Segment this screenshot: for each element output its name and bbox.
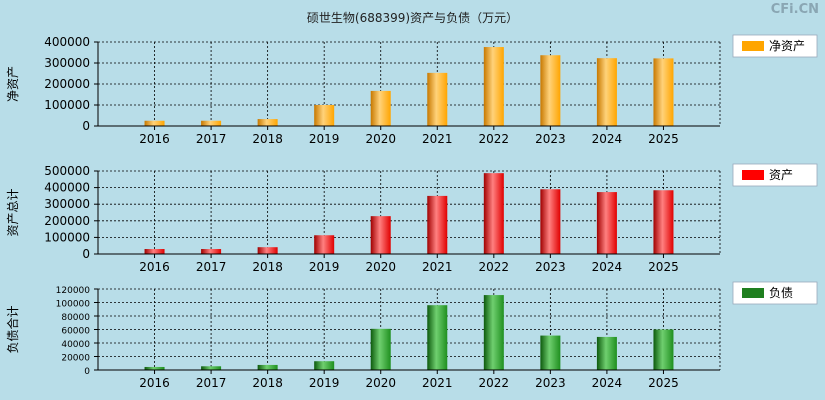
x-tick-label: 2022 xyxy=(479,132,510,146)
bar-2019 xyxy=(314,235,335,254)
bar-2021 xyxy=(427,305,448,370)
bar-2024 xyxy=(596,336,617,370)
bar-2017 xyxy=(201,249,222,254)
y-tick-label: 300000 xyxy=(44,56,90,70)
bar-2020 xyxy=(370,216,391,254)
bar-2017 xyxy=(201,120,222,126)
legend-label: 净资产 xyxy=(769,39,805,53)
x-tick-label: 2022 xyxy=(479,260,510,274)
x-tick-label: 2020 xyxy=(365,132,396,146)
x-tick-label: 2024 xyxy=(592,376,623,390)
x-tick-label: 2025 xyxy=(648,132,679,146)
x-tick-label: 2019 xyxy=(309,132,340,146)
legend-box xyxy=(732,34,818,58)
y-tick-label: 80000 xyxy=(61,313,90,323)
bar-2018 xyxy=(257,364,278,370)
bar-2022 xyxy=(483,47,504,126)
chart-title: 硕世生物(688399)资产与负债（万元） xyxy=(306,11,519,25)
bar-2022 xyxy=(483,295,504,370)
bar-2018 xyxy=(257,119,278,126)
y-tick-label: 200000 xyxy=(44,77,90,91)
y-tick-label: 400000 xyxy=(44,181,90,195)
bar-2016 xyxy=(144,249,165,254)
legend-box xyxy=(732,281,818,305)
bar-2016 xyxy=(144,120,165,126)
bar-2023 xyxy=(540,189,561,254)
y-tick-label: 60000 xyxy=(61,327,90,337)
legend-box xyxy=(732,163,818,187)
bar-2021 xyxy=(427,195,448,254)
y-tick-label: 100000 xyxy=(44,230,90,244)
y-axis-label: 负债合计 xyxy=(5,305,20,353)
y-tick-label: 500000 xyxy=(44,164,90,178)
bar-2016 xyxy=(144,366,165,370)
y-tick-label: 0 xyxy=(84,367,90,377)
x-tick-label: 2020 xyxy=(365,260,396,274)
bar-2023 xyxy=(540,335,561,370)
bar-2019 xyxy=(314,361,335,370)
y-axis-label: 净资产 xyxy=(6,66,20,102)
x-tick-label: 2017 xyxy=(196,376,227,390)
x-tick-label: 2023 xyxy=(535,260,566,274)
x-tick-label: 2017 xyxy=(196,260,227,274)
watermark-logo: CFi.CN xyxy=(770,2,819,17)
y-tick-label: 100000 xyxy=(44,98,90,112)
x-tick-label: 2025 xyxy=(648,260,679,274)
chart-panel-2: 0 20000 40000 60000 80000 100000 120000 2016 201… xyxy=(5,281,818,390)
bar-2025 xyxy=(653,58,674,126)
legend-label: 资产 xyxy=(769,168,793,182)
x-tick-label: 2018 xyxy=(252,376,283,390)
x-tick-label: 2016 xyxy=(139,132,170,146)
x-tick-label: 2023 xyxy=(535,376,566,390)
bar-2022 xyxy=(483,173,504,254)
y-tick-label: 0 xyxy=(82,247,90,261)
x-tick-label: 2025 xyxy=(648,376,679,390)
bar-2017 xyxy=(201,366,222,370)
bar-2025 xyxy=(653,190,674,254)
x-tick-label: 2022 xyxy=(479,376,510,390)
x-tick-label: 2023 xyxy=(535,132,566,146)
bar-2023 xyxy=(540,55,561,127)
bar-2025 xyxy=(653,329,674,370)
x-tick-label: 2017 xyxy=(196,132,227,146)
x-tick-label: 2018 xyxy=(252,260,283,274)
x-tick-label: 2019 xyxy=(309,376,340,390)
x-tick-label: 2021 xyxy=(422,132,453,146)
x-tick-label: 2019 xyxy=(309,260,340,274)
y-tick-label: 300000 xyxy=(44,197,90,211)
y-tick-label: 200000 xyxy=(44,214,90,228)
bar-2020 xyxy=(370,328,391,370)
x-tick-label: 2016 xyxy=(139,376,170,390)
x-tick-label: 2024 xyxy=(592,132,623,146)
y-tick-label: 400000 xyxy=(44,35,90,49)
x-tick-label: 2024 xyxy=(592,260,623,274)
y-tick-label: 120000 xyxy=(56,286,91,296)
chart-panel-1: 0 100000 200000 300000 400000 500000 2016 2017 2… xyxy=(6,163,818,274)
bar-2020 xyxy=(370,90,391,126)
bar-2018 xyxy=(257,247,278,254)
chart-panel-0: 0 100000 200000 300000 400000 2016 2017 2018 201… xyxy=(6,34,818,146)
y-tick-label: 100000 xyxy=(56,300,91,310)
bar-2024 xyxy=(596,192,617,254)
bar-2024 xyxy=(596,58,617,126)
x-tick-label: 2021 xyxy=(422,260,453,274)
x-tick-label: 2016 xyxy=(139,260,170,274)
legend-label: 负债 xyxy=(769,286,793,300)
x-tick-label: 2020 xyxy=(365,376,396,390)
y-tick-label: 40000 xyxy=(61,340,90,350)
legend-swatch xyxy=(742,170,764,180)
y-tick-label: 0 xyxy=(82,119,90,133)
bar-2021 xyxy=(427,72,448,126)
bar-2019 xyxy=(314,105,335,126)
legend-swatch xyxy=(742,41,764,51)
x-tick-label: 2018 xyxy=(252,132,283,146)
legend-swatch xyxy=(742,288,764,298)
y-tick-label: 20000 xyxy=(61,354,90,364)
y-axis-label: 资产总计 xyxy=(6,188,20,236)
x-tick-label: 2021 xyxy=(422,376,453,390)
